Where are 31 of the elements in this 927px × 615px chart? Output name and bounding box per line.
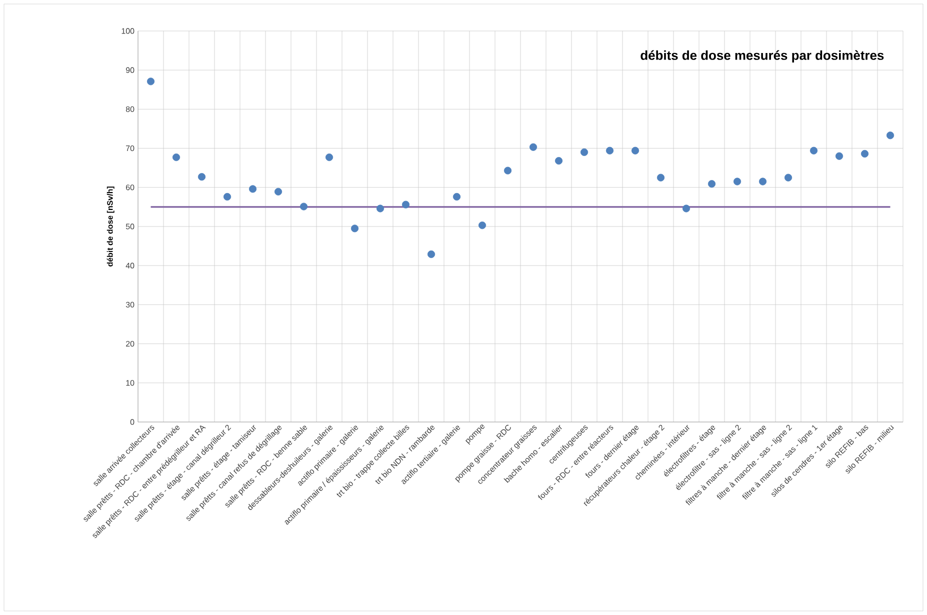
point [733,178,742,186]
point [146,78,155,86]
point [886,132,894,140]
point [274,188,282,196]
point [248,185,257,193]
point [300,202,308,210]
point [758,178,767,186]
point [504,166,512,174]
point [376,204,384,212]
point [223,192,232,201]
point [682,204,690,212]
point [402,200,410,208]
point [835,152,844,160]
point [172,153,180,162]
point [656,174,665,182]
point [810,146,818,154]
point [452,192,461,201]
point [784,174,792,182]
point [529,143,538,151]
point [580,148,588,156]
point [860,150,869,158]
point [478,222,486,230]
text: débits de dose mesurés par dosimètres [640,50,884,62]
point [350,224,359,232]
point [631,146,640,154]
point [708,180,716,188]
point [606,146,614,154]
point [554,157,563,165]
point [198,173,206,181]
point [427,250,436,258]
point [325,153,334,162]
